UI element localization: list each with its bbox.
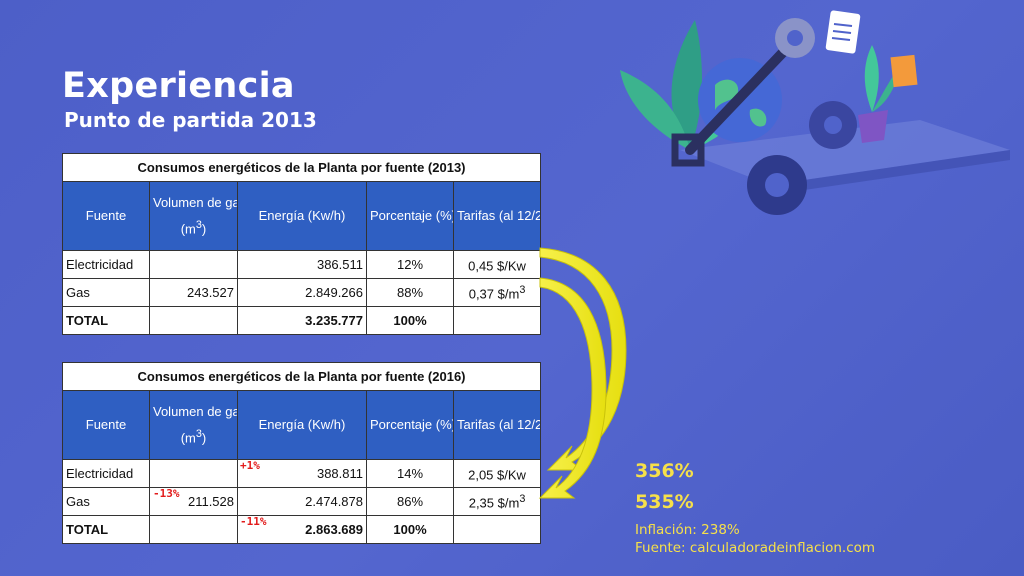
table-row: Electricidad 386.511 12% 0,45 $/Kw bbox=[62, 250, 542, 279]
curved-arrow-icon bbox=[538, 277, 607, 499]
page-subtitle: Punto de partida 2013 bbox=[64, 108, 317, 132]
cell-tarifa-sup: 3 bbox=[519, 283, 526, 296]
page-title: Experiencia bbox=[62, 66, 295, 106]
card-icon bbox=[890, 54, 918, 88]
cell-energia: 2.863.689 bbox=[237, 515, 367, 544]
cell-tarifa: 0,37 $/m3 bbox=[452, 278, 542, 307]
document-icon bbox=[825, 10, 861, 54]
cell-fuente: TOTAL bbox=[62, 515, 150, 544]
col-header-fuente: Fuente bbox=[62, 390, 150, 460]
cell-volumen: 211.528 bbox=[149, 487, 238, 516]
cell-energia: 388.811 bbox=[237, 459, 367, 488]
cell-porcentaje: 100% bbox=[366, 515, 454, 544]
source-note: Fuente: calculadoradeinflacion.com bbox=[635, 540, 876, 556]
col-header-energia: Energía (Kw/h) bbox=[237, 390, 367, 460]
col-header-fuente: Fuente bbox=[62, 181, 150, 251]
col-header-volumen-unit-sup: 3 bbox=[195, 218, 202, 231]
table-row: Electricidad 388.811 14% 2,05 $/Kw bbox=[62, 459, 542, 488]
delta-electricidad-energia: +1% bbox=[240, 459, 260, 472]
col-header-volumen-label: Volumen de gas bbox=[153, 403, 238, 419]
cell-porcentaje: 12% bbox=[366, 250, 454, 279]
inflation-note: Inflación: 238% bbox=[635, 522, 740, 538]
table-header-row: Fuente Volumen de gas (m3) Energía (Kw/h… bbox=[62, 181, 542, 251]
cell-tarifa bbox=[452, 515, 542, 544]
cell-energia: 3.235.777 bbox=[237, 306, 367, 335]
col-header-volumen-unit-close: ) bbox=[201, 430, 207, 446]
cell-tarifa-text: 2,35 $/m bbox=[468, 495, 520, 511]
cell-porcentaje: 88% bbox=[366, 278, 454, 307]
cell-tarifa bbox=[452, 306, 542, 335]
consumption-table-2016: Consumos energéticos de la Planta por fu… bbox=[61, 362, 542, 544]
cell-volumen: 243.527 bbox=[149, 278, 238, 307]
col-header-energia: Energía (Kw/h) bbox=[237, 181, 367, 251]
cell-tarifa-text: 2,05 $/Kw bbox=[468, 467, 526, 483]
cell-volumen bbox=[149, 459, 238, 488]
energy-illustration bbox=[620, 10, 1010, 215]
delta-gas-volumen: -13% bbox=[153, 487, 180, 500]
table-row-total: TOTAL 2.863.689 100% bbox=[62, 515, 542, 544]
table-caption: Consumos energéticos de la Planta por fu… bbox=[61, 153, 542, 182]
cell-volumen bbox=[149, 306, 238, 335]
table-header-row: Fuente Volumen de gas (m3) Energía (Kw/h… bbox=[62, 390, 542, 460]
col-header-porcentaje: Porcentaje (%) bbox=[366, 390, 454, 460]
cell-fuente: Gas bbox=[62, 487, 150, 516]
col-header-volumen-unit: (m bbox=[180, 221, 196, 237]
electricidad-tarifa-increase: 356% bbox=[635, 460, 694, 482]
col-header-volumen-label: Volumen de gas bbox=[153, 194, 238, 210]
table-row: Gas 243.527 2.849.266 88% 0,37 $/m3 bbox=[62, 278, 542, 307]
col-header-volumen: Volumen de gas (m3) bbox=[149, 181, 238, 251]
wrench-icon bbox=[671, 18, 815, 167]
cell-energia: 2.849.266 bbox=[237, 278, 367, 307]
consumption-table-2013: Consumos energéticos de la Planta por fu… bbox=[61, 153, 542, 335]
col-header-tarifas: Tarifas (al 12/2013) bbox=[452, 181, 542, 251]
col-header-volumen-unit-sup: 3 bbox=[195, 427, 202, 440]
cell-tarifa-text: 0,37 $/m bbox=[468, 286, 520, 302]
cell-energia: 2.474.878 bbox=[237, 487, 367, 516]
col-header-volumen-unit-close: ) bbox=[201, 221, 207, 237]
cell-energia: 386.511 bbox=[237, 250, 367, 279]
table-row-total: TOTAL 3.235.777 100% bbox=[62, 306, 542, 335]
cell-fuente: TOTAL bbox=[62, 306, 150, 335]
col-header-volumen-unit: (m bbox=[180, 430, 196, 446]
cell-fuente: Electricidad bbox=[62, 250, 150, 279]
gear-icon bbox=[747, 101, 857, 215]
cell-tarifa-sup: 3 bbox=[519, 492, 526, 505]
gas-tarifa-increase: 535% bbox=[635, 491, 694, 513]
delta-total-energia: -11% bbox=[240, 515, 267, 528]
cell-porcentaje: 86% bbox=[366, 487, 454, 516]
cell-fuente: Electricidad bbox=[62, 459, 150, 488]
cell-tarifa: 2,05 $/Kw bbox=[452, 459, 542, 488]
cell-tarifa-text: 0,45 $/Kw bbox=[468, 258, 526, 274]
cell-fuente: Gas bbox=[62, 278, 150, 307]
col-header-tarifas: Tarifas (al 12/2016) bbox=[452, 390, 542, 460]
table-caption: Consumos energéticos de la Planta por fu… bbox=[61, 362, 542, 391]
col-header-porcentaje: Porcentaje (%) bbox=[366, 181, 454, 251]
